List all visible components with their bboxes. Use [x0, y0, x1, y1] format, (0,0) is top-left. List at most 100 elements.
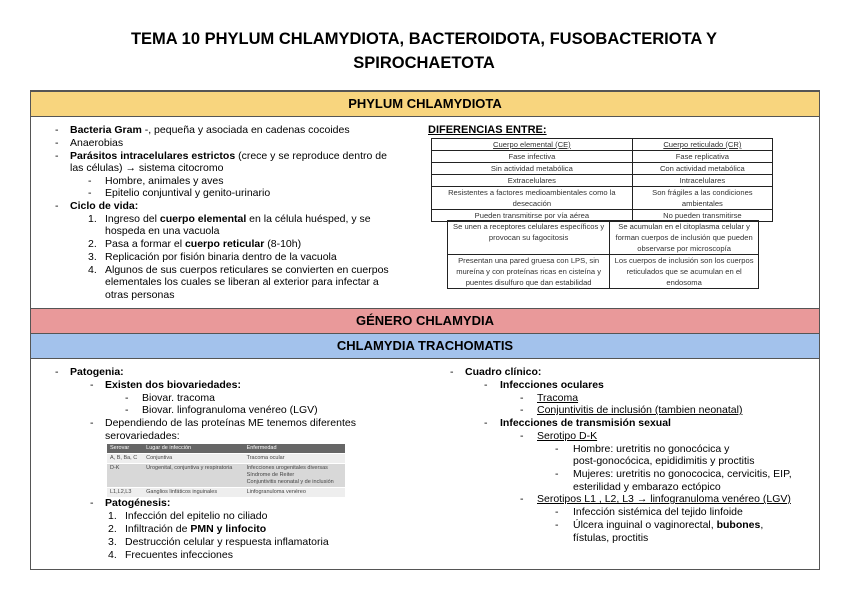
list-item-text: Replicación por fisión binaria dentro de…	[105, 251, 337, 263]
list-item-text: Infecciones de transmisión sexual	[500, 417, 671, 429]
differences-cell: Extracelulares	[431, 174, 633, 187]
list-item: Patogenia:	[70, 366, 124, 378]
list-item-text: esterilidad y embarazo ectópico	[573, 481, 721, 493]
list-marker: -	[88, 187, 92, 199]
list-item: Hombre, animales y aves	[105, 175, 223, 187]
list-marker: -	[90, 379, 94, 391]
list-marker: -	[55, 137, 59, 149]
list-item-text: serovariedades:	[105, 430, 180, 442]
list-item: serovariedades:	[105, 430, 180, 442]
list-marker: -	[484, 417, 488, 429]
serovar-row: Serovar Lugar de infección Enfermedad	[107, 444, 345, 454]
list-item-text: Pasa a formar el	[105, 238, 185, 250]
list-marker: 2.	[88, 238, 97, 250]
serovar-row: A, B, Ba, C Conjuntiva Tracoma ocular	[107, 453, 345, 464]
list-item: Infecciones oculares	[500, 379, 604, 391]
list-item: Hombre: uretritis no gonocócica y	[573, 443, 729, 455]
list-item: Infección del epitelio no ciliado	[125, 510, 267, 522]
list-item-text: otras personas	[105, 289, 175, 301]
list-item: Mujeres: uretritis no gonococica, cervic…	[573, 468, 792, 480]
differences-row: Resistentes a factores medioambientales …	[431, 186, 774, 210]
serovar-cell: Serovar	[107, 444, 144, 454]
list-marker: 2.	[108, 523, 117, 535]
list-item-text: Biovar. tracoma	[142, 392, 215, 404]
list-item-text: fístulas, proctitis	[573, 532, 649, 544]
list-item-text: Infección del epitelio no ciliado	[125, 510, 268, 522]
differences-cell: Fase infectiva	[431, 150, 633, 163]
list-item: Biovar. linfogranuloma venéreo (LGV)	[142, 404, 318, 416]
list-item: Ciclo de vida:	[70, 200, 138, 212]
list-item: Tracoma	[537, 392, 578, 404]
list-marker: -	[90, 417, 94, 429]
serovar-cell: Lugar de infección	[143, 444, 244, 454]
list-item: Replicación por fisión binaria dentro de…	[105, 251, 337, 263]
list-marker: -	[520, 392, 524, 404]
list-marker: -	[55, 124, 59, 136]
list-marker: -	[520, 404, 524, 416]
list-item: Dependiendo de las proteínas ME tenemos …	[105, 417, 356, 429]
differences-cell: Se acumulan en el citoplasma celular y f…	[609, 220, 759, 255]
list-item: fístulas, proctitis	[573, 532, 648, 544]
differences-cell: Intracelulares	[631, 174, 774, 187]
list-item: Serotipo D-K	[537, 430, 597, 442]
list-item-text: Epitelio conjuntival y genito-urinario	[105, 187, 271, 199]
list-marker: -	[88, 175, 92, 187]
list-marker: -	[90, 497, 94, 509]
differences-row: Se unen a receptores celulares específic…	[446, 220, 759, 255]
differences-row: Extracelulares Intracelulares	[431, 174, 774, 187]
differences-row: Fase infectiva Fase replicativa	[431, 150, 774, 163]
list-marker: -	[55, 200, 59, 212]
list-item: post-gonocócica, epididimitis y proctiti…	[573, 455, 755, 467]
list-item: esterilidad y embarazo ectópico	[573, 481, 721, 493]
list-item-text: Ingreso del	[105, 213, 160, 225]
list-marker: -	[55, 150, 59, 162]
list-item-text: Hombre, animales y aves	[105, 175, 224, 187]
list-item: Existen dos biovariedades:	[105, 379, 241, 391]
differences-table-continued: Se unen a receptores celulares específic…	[446, 220, 759, 289]
list-item: Pasa a formar el cuerpo reticular (8-10h…	[105, 238, 301, 250]
list-marker: 1.	[108, 510, 117, 522]
list-item-text: Conjuntivitis de inclusión (tambien neon…	[537, 404, 743, 416]
list-item-text: Cuadro clínico:	[465, 366, 542, 378]
list-item-text: Dependiendo de las proteínas ME tenemos …	[105, 417, 356, 429]
serovar-cell: L1,L2,L3	[107, 487, 144, 498]
serovar-cell: Enfermedad	[243, 444, 345, 454]
list-item-text: Frecuentes infecciones	[125, 549, 233, 561]
list-item: Úlcera inguinal o vaginorectal, bubones,	[573, 519, 763, 531]
list-item: hospeda en una vacuola	[105, 225, 219, 237]
list-item-text: Bacteria Gram	[70, 124, 142, 136]
list-marker: -	[555, 443, 559, 455]
list-item: Ingreso del cuerpo elemental en la célul…	[105, 213, 371, 225]
list-item-text: Biovar. linfogranuloma venéreo (LGV)	[142, 404, 318, 416]
differences-cell: Presentan una pared gruesa con LPS, sin …	[446, 254, 611, 289]
list-item: Anaerobias	[70, 137, 123, 149]
list-item-text: cuerpo reticular	[184, 238, 265, 250]
list-item: Conjuntivitis de inclusión (tambien neon…	[537, 404, 742, 416]
list-item: elementales los cuales se liberan al ext…	[105, 276, 379, 288]
list-item-text: las células) → sistema citocromo	[70, 162, 224, 174]
serovar-cell: Conjuntiva	[143, 453, 244, 464]
list-marker: -	[520, 493, 524, 505]
list-item-text: Algunos de sus cuerpos reticulares se co…	[105, 264, 389, 276]
list-item-text: Infiltración de	[125, 523, 191, 535]
list-marker: 4.	[88, 264, 97, 276]
serovar-cell: Tracoma ocular	[243, 453, 345, 464]
list-item-text: Existen dos biovariedades:	[105, 379, 241, 391]
list-item-text: post-gonocócica, epididimitis y proctiti…	[573, 455, 755, 467]
differences-row: Sin actividad metabólica Con actividad me…	[431, 162, 774, 175]
serovar-cell: Linfogranuloma venéreo	[243, 487, 345, 498]
document-title-line1: TEMA 10 PHYLUM CHLAMYDIOTA, BACTEROIDOTA…	[130, 30, 718, 48]
list-item-text: ,	[760, 519, 764, 531]
list-item-text: -, pequeña y asociada en cadenas cocoide…	[141, 124, 350, 136]
list-item-text: Serotipo D-K	[537, 430, 598, 442]
list-item: Parásitos intracelulares estrictos (crec…	[70, 150, 387, 162]
list-item: Epitelio conjuntival y genito-urinario	[105, 187, 270, 199]
genero-header: GÉNERO CHLAMYDIA	[31, 308, 819, 334]
serovar-row: D-K Urogenital, conjuntiva y respiratoria…	[107, 463, 345, 488]
list-marker: 4.	[108, 549, 117, 561]
differences-cell: Con actividad metabólica	[631, 162, 774, 175]
differences-row: Cuerpo elemental (CE) Cuerpo reticulado (…	[431, 138, 774, 151]
phylum-header: PHYLUM CHLAMYDIOTA	[31, 91, 819, 117]
list-marker: -	[450, 366, 454, 378]
list-item: Frecuentes infecciones	[125, 549, 233, 561]
